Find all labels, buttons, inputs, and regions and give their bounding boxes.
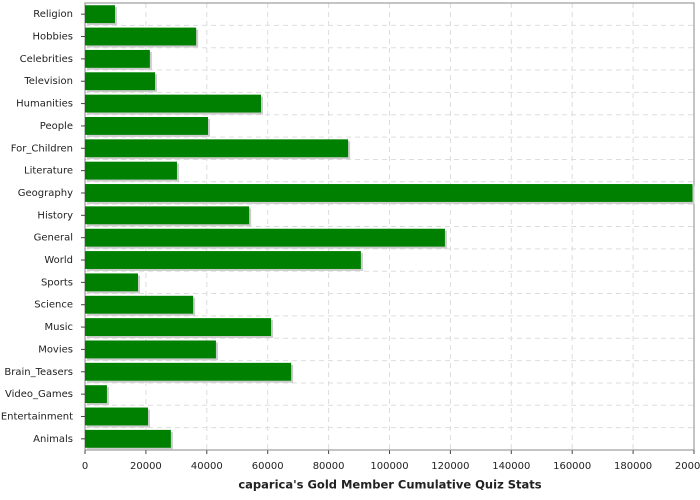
x-tick-label: 200000 bbox=[675, 461, 700, 472]
y-tick-label: Religion bbox=[33, 9, 73, 20]
x-tick-label: 0 bbox=[82, 461, 88, 472]
y-tick-label: Movies bbox=[38, 344, 73, 355]
y-tick-label: Music bbox=[45, 322, 73, 333]
bar bbox=[85, 94, 262, 113]
y-tick-label: Geography bbox=[18, 188, 73, 199]
y-tick-label: Science bbox=[34, 300, 73, 311]
x-tick-label: 40000 bbox=[191, 461, 223, 472]
bar bbox=[85, 5, 115, 24]
bar bbox=[85, 407, 149, 426]
bar bbox=[85, 49, 150, 68]
y-tick-label: People bbox=[40, 121, 73, 132]
bar bbox=[85, 429, 171, 448]
x-tick-label: 100000 bbox=[370, 461, 408, 472]
plot-frame bbox=[84, 2, 695, 451]
y-tick-label: Sports bbox=[41, 277, 73, 288]
y-tick-label: History bbox=[37, 210, 73, 221]
y-tick-label: Television bbox=[23, 76, 73, 87]
bar bbox=[85, 340, 216, 359]
bar bbox=[85, 116, 209, 135]
y-tick-label: For_Children bbox=[11, 143, 73, 154]
x-tick-label: 80000 bbox=[313, 461, 345, 472]
y-tick-label: Humanities bbox=[16, 99, 73, 110]
y-tick-label: Entertainment bbox=[1, 411, 73, 422]
bar bbox=[85, 161, 177, 180]
y-tick-label: Video_Games bbox=[5, 389, 73, 400]
bar bbox=[85, 295, 194, 314]
x-tick-label: 140000 bbox=[492, 461, 530, 472]
bar bbox=[85, 273, 138, 292]
y-tick-label: Celebrities bbox=[20, 54, 73, 65]
x-tick-label: 120000 bbox=[431, 461, 469, 472]
x-tick-label: 180000 bbox=[614, 461, 652, 472]
bar bbox=[85, 206, 250, 225]
y-tick-label: Hobbies bbox=[33, 32, 73, 43]
y-tick-label: Literature bbox=[24, 166, 73, 177]
y-tick-label: Animals bbox=[33, 434, 73, 445]
bar bbox=[85, 72, 156, 91]
x-tick-label: 160000 bbox=[553, 461, 591, 472]
bar bbox=[85, 228, 445, 247]
y-tick-label: World bbox=[44, 255, 73, 266]
bar bbox=[85, 318, 272, 337]
y-tick-label: General bbox=[34, 233, 73, 244]
bar bbox=[85, 139, 349, 158]
x-tick-label: 60000 bbox=[252, 461, 284, 472]
x-tick-label: 20000 bbox=[130, 461, 162, 472]
bar bbox=[85, 27, 197, 46]
bar bbox=[85, 184, 693, 202]
y-tick-label: Brain_Teasers bbox=[4, 367, 73, 378]
chart-title: caparica's Gold Member Cumulative Quiz S… bbox=[238, 478, 541, 492]
bar bbox=[85, 362, 292, 381]
bar bbox=[85, 385, 107, 404]
bar bbox=[85, 251, 361, 269]
